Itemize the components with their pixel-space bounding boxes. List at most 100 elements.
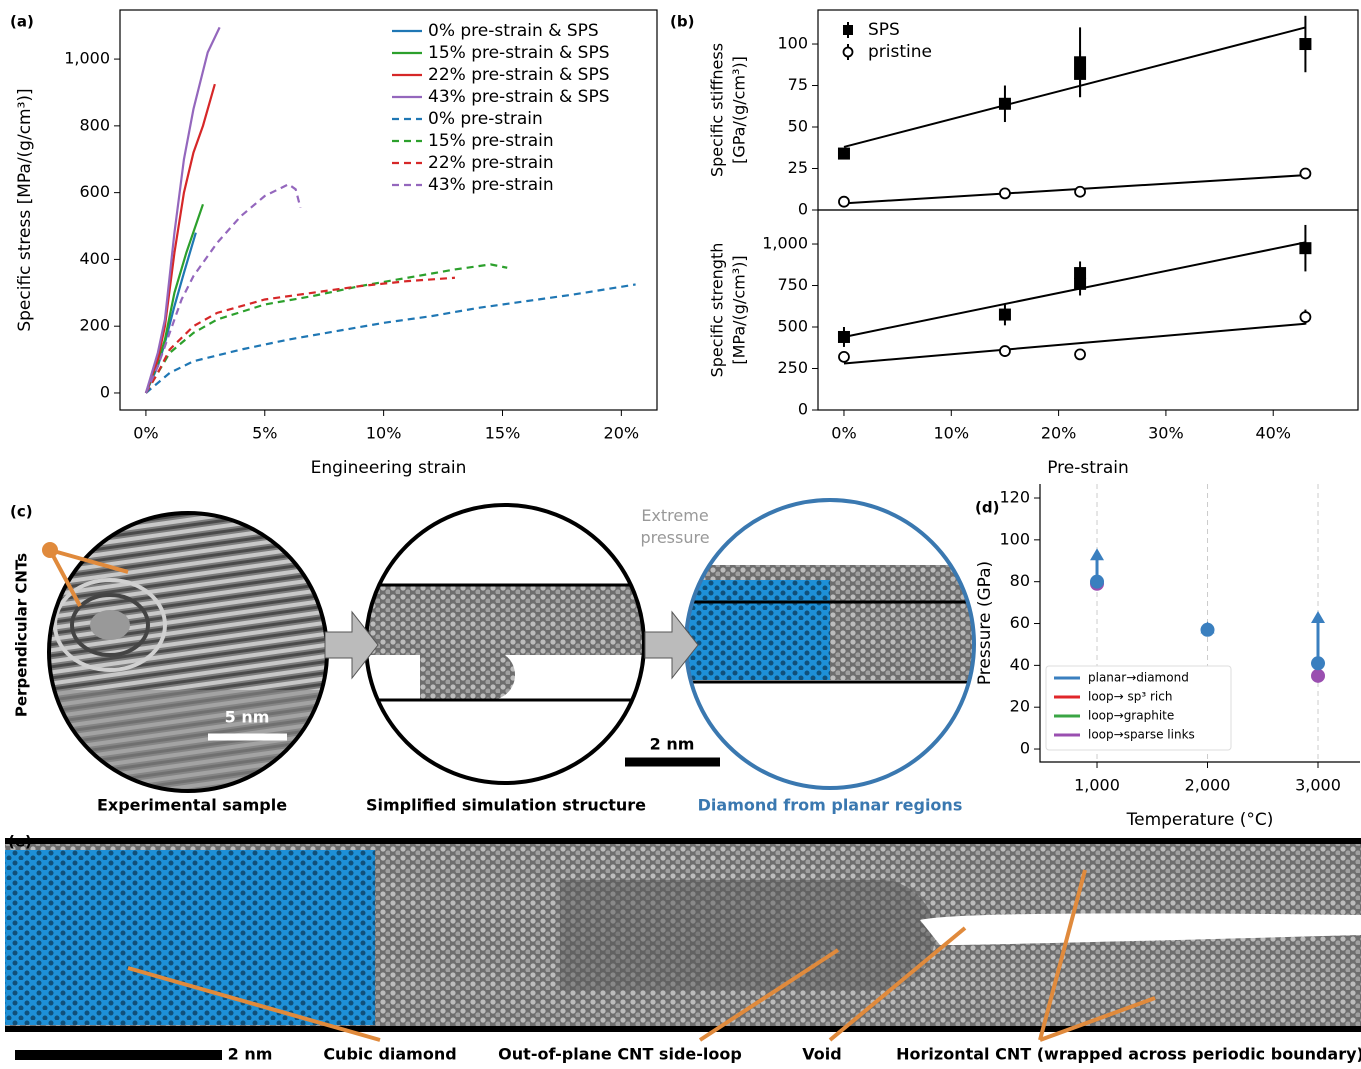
legend-label: 0% pre-strain: [428, 109, 543, 129]
x-tick-label: 0%: [133, 424, 158, 443]
marker: [1074, 267, 1087, 280]
x-tick-label: 2,000: [1185, 776, 1231, 795]
legend-label: pristine: [868, 42, 932, 62]
x-tick-label: 10%: [934, 424, 970, 443]
y-tick-label: 50: [788, 117, 808, 136]
series-line: [144, 276, 456, 394]
marker: [998, 308, 1011, 321]
caption: Experimental sample: [97, 796, 287, 815]
axis-frame: [817, 209, 1359, 411]
y-tick-label: 60: [1010, 613, 1030, 632]
legend-label: 0% pre-strain & SPS: [428, 21, 599, 41]
legend-label: 15% pre-strain & SPS: [428, 43, 610, 63]
y-tick-label: 0: [100, 382, 110, 401]
scale-label: 5 nm: [225, 708, 270, 727]
y-axis-label: Specific stress [MPa/(g/cm³)]: [15, 88, 35, 331]
x-tick-label: 15%: [485, 424, 521, 443]
marker: [1311, 656, 1326, 671]
scale-label: 2 nm: [228, 1045, 273, 1064]
fit-line: [843, 174, 1306, 205]
callout-label: Perpendicular CNTs: [13, 553, 31, 717]
axis-spine: [1039, 484, 1360, 763]
panel-label: (d): [975, 499, 999, 517]
marker: [1074, 348, 1086, 361]
y-tick-label: 0: [798, 200, 808, 219]
y-tick-label: 0: [798, 400, 808, 419]
series-line: [144, 83, 216, 394]
axis-frame: [119, 9, 658, 411]
x-axis-label: Engineering strain: [311, 458, 467, 478]
y-tick-label: 500: [777, 317, 808, 336]
y-tick-label: 40: [1010, 655, 1030, 674]
y-tick-label: 80: [1010, 571, 1030, 590]
legend-label: loop→sparse links: [1088, 728, 1195, 742]
marker: [838, 350, 850, 363]
pressure-text: Extreme pressure: [640, 506, 710, 547]
marker: [999, 345, 1011, 357]
marker: [837, 330, 850, 343]
marker: [1299, 311, 1312, 323]
axis-frame: [817, 9, 1359, 211]
y-tick-label: 120: [999, 488, 1030, 507]
y-tick-label: 600: [79, 182, 110, 201]
legend-label: SPS: [868, 20, 900, 40]
x-tick-label: 5%: [252, 424, 277, 443]
sim-image: [367, 506, 643, 782]
y-tick-label: 400: [79, 249, 110, 268]
simulation-strip: [5, 838, 1361, 1032]
marker: [1311, 668, 1326, 683]
legend-box: [1045, 665, 1232, 751]
x-tick-label: 0%: [831, 424, 856, 443]
label-arrows: [127, 869, 1156, 1042]
caption: Simplified simulation structure: [366, 796, 646, 815]
legend-swatch: [843, 25, 853, 35]
legend-label: loop→graphite: [1088, 709, 1174, 723]
panel-label: (e): [8, 833, 32, 851]
tem-image: [50, 514, 326, 790]
marker: [1074, 185, 1086, 198]
annotation: Out-of-plane CNT side-loop: [498, 1045, 742, 1064]
y-axis-label: Specific stiffness: [708, 43, 727, 177]
y-tick-label: 1,000: [64, 49, 110, 68]
x-tick-label: 20%: [604, 424, 640, 443]
marker: [1299, 242, 1312, 255]
marker: [998, 97, 1011, 110]
legend-label: 43% pre-strain & SPS: [428, 87, 610, 107]
marker: [1299, 167, 1312, 180]
legend-label: 22% pre-strain: [428, 153, 554, 173]
marker: [1200, 622, 1215, 637]
y-tick-label: 20: [1010, 697, 1030, 716]
x-axis-label: Pre-strain: [1047, 458, 1129, 478]
series-line: [144, 26, 221, 394]
legend-swatch: [842, 46, 854, 58]
legend-label: loop→ sp³ rich: [1088, 690, 1172, 704]
y-tick-label: 100: [999, 529, 1030, 548]
callout-arrow: [48, 549, 82, 607]
legend-label: 15% pre-strain: [428, 131, 554, 151]
marker: [1299, 38, 1312, 51]
y-axis-label: [MPa/(g/cm³)]: [730, 255, 749, 364]
legend-label: 43% pre-strain: [428, 175, 554, 195]
panel-label: (c): [10, 503, 33, 521]
arrow-head: [1090, 548, 1105, 561]
marker: [1090, 574, 1105, 589]
arrow: [644, 610, 699, 680]
legend-label: planar→diamond: [1088, 671, 1189, 685]
marker: [838, 195, 850, 208]
fit-line: [843, 26, 1306, 148]
y-tick-label: 25: [788, 158, 808, 177]
y-tick-label: 200: [79, 316, 110, 335]
annotation: Void: [802, 1045, 841, 1064]
arrow-head: [1311, 610, 1326, 623]
y-tick-label: 75: [788, 75, 808, 94]
legend-label: 22% pre-strain & SPS: [428, 65, 610, 85]
y-axis-label: [GPa/(g/cm³)]: [730, 56, 749, 164]
series-line: [144, 183, 302, 394]
scale-label: 2 nm: [650, 735, 695, 754]
y-axis-label: Specific strength: [708, 243, 727, 378]
fit-line: [843, 322, 1306, 365]
arrow: [324, 610, 379, 680]
annotation: Cubic diamond: [323, 1045, 456, 1064]
marker: [999, 187, 1011, 200]
